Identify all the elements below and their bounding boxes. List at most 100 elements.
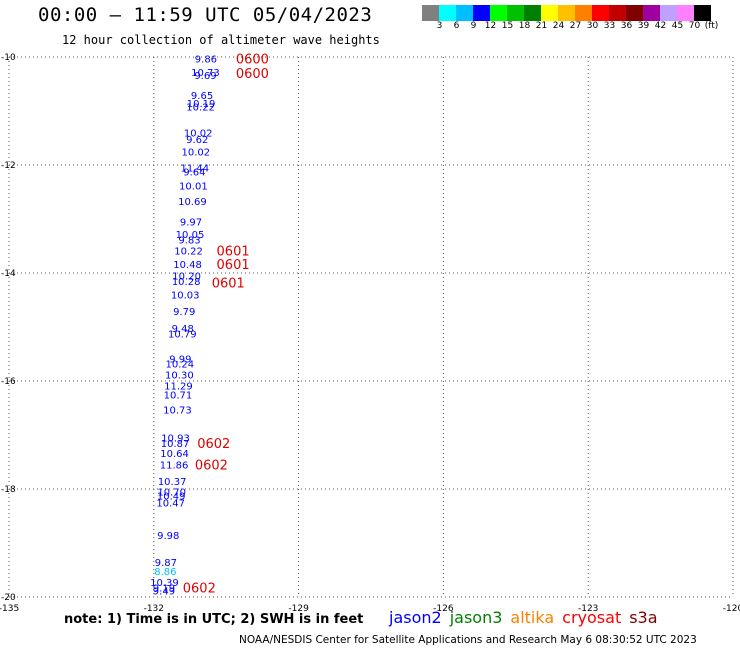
color-scale-label: 33 [603,21,616,31]
color-swatch [541,5,558,21]
y-tick-label: -20 [1,593,16,603]
color-swatch [643,5,660,21]
wave-height-value: 10.24 [166,360,195,371]
color-swatch [490,5,507,21]
y-tick-label: -18 [1,485,16,495]
wave-height-value: 10.05 [176,230,205,241]
satellite-s3a: s3a [629,608,658,627]
wave-height-value: 9.64 [183,167,205,178]
color-swatch [524,5,541,21]
satellite-altika: altika [510,608,555,627]
color-scale-label: 24 [552,21,565,31]
time-label: 0601 [217,244,250,259]
wave-height-value: 10.30 [165,371,194,382]
wave-height-value: 9.87 [155,558,177,569]
color-swatch [439,5,456,21]
y-tick-label: -12 [1,161,16,171]
wave-height-value: 11.86 [160,461,189,472]
wave-height-value: 10.02 [184,129,213,140]
color-scale-label: 36 [620,21,633,31]
wave-height-value: 8.86 [154,567,176,578]
color-scale-label: 18 [518,21,531,31]
wave-height-labels: 9.8610.739.699.6510.1910.2210.029.6210.0… [150,55,220,598]
wave-height-value: 10.02 [181,148,210,159]
color-scale-label: 9 [470,21,477,31]
wave-height-value: 9.49 [153,587,175,598]
wave-height-value: 10.22 [186,103,215,114]
color-scale-label: 12 [484,21,497,31]
color-scale-label: 45 [671,21,684,31]
color-swatch [609,5,626,21]
wave-height-value: 9.86 [195,55,217,66]
wave-height-value: 9.48 [172,324,194,335]
y-tick-label: -16 [1,377,16,387]
y-tick-label: -10 [1,53,16,63]
x-tick-label: -123 [578,604,598,614]
x-tick-label: -129 [288,604,309,614]
wave-height-value: 10.73 [191,68,220,79]
wave-height-value: 9.62 [186,135,208,146]
wave-height-value: 10.79 [168,329,197,340]
wave-height-value: 10.37 [158,477,187,488]
color-swatch [507,5,524,21]
wave-height-value: 11.29 [164,381,193,392]
wave-height-value: 10.22 [174,246,203,257]
wave-height-value: 9.97 [180,218,202,229]
wave-height-value: 9.98 [157,531,179,542]
x-tick-label: -132 [144,604,164,614]
color-swatch [575,5,592,21]
footer-note: note: 1) Time is in UTC; 2) SWH is in fe… [64,612,364,627]
time-label: 0601 [212,277,245,292]
color-scale-label: (ft) [704,21,719,31]
wave-height-value: 9.69 [194,71,216,82]
wave-height-value: 10.93 [161,434,190,445]
color-swatch [592,5,609,21]
color-swatch [456,5,473,21]
wave-height-value: 10.03 [171,291,200,302]
color-swatch [473,5,490,21]
time-label: 0601 [217,258,250,273]
wave-height-value: 10.20 [172,272,201,283]
color-scale-label: 70 [688,21,701,31]
time-label: 0600 [236,53,269,68]
time-label: 0600 [236,67,269,82]
time-label: 0602 [183,581,216,596]
satellite-jason2: jason2 [389,608,442,627]
wave-height-value: 10.48 [173,260,202,271]
axis-tick-labels: -135 -132 -129 -126 -123 -120 -10 -12 -14 -16 -18 -… [0,53,740,614]
color-scale-label: 27 [569,21,582,31]
wave-height-value: 9.19 [153,583,175,594]
color-scale-label: 30 [586,21,599,31]
wave-height-value: 10.71 [164,391,193,402]
color-swatch [558,5,575,21]
color-swatch [422,5,439,21]
satellite-cryosat: cryosat [562,608,622,627]
map-subtitle: 12 hour collection of altimeter wave hei… [62,33,380,47]
wave-height-value: 9.99 [169,354,191,365]
time-label: 0602 [197,437,230,452]
wave-height-value: 10.69 [178,197,207,208]
color-swatch [626,5,643,21]
color-scale-label: 21 [535,21,548,31]
time-label: 0602 [195,459,228,474]
wave-height-value: 10.64 [160,449,189,460]
color-scale-label: 6 [453,21,460,31]
footer-credit: NOAA/NESDIS Center for Satellite Applica… [239,634,697,646]
wave-height-value: 10.19 [187,99,216,110]
x-tick-label: -135 [0,604,19,614]
color-scale-label: 39 [637,21,650,31]
wave-height-value: 10.01 [179,182,208,193]
x-tick-label: -126 [433,604,454,614]
wave-height-value: 9.65 [191,91,213,102]
wave-height-value: 10.73 [163,406,192,417]
wave-height-value: 10.49 [157,491,186,502]
color-swatch [660,5,677,21]
color-scale-label: 15 [501,21,514,31]
color-scale-bar [422,5,711,21]
wave-height-value: 9.79 [173,307,195,318]
color-swatch [677,5,694,21]
satellite-jason3: jason3 [449,608,503,627]
wave-height-value: 10.28 [172,277,201,288]
wave-height-value: 11.44 [181,164,210,175]
